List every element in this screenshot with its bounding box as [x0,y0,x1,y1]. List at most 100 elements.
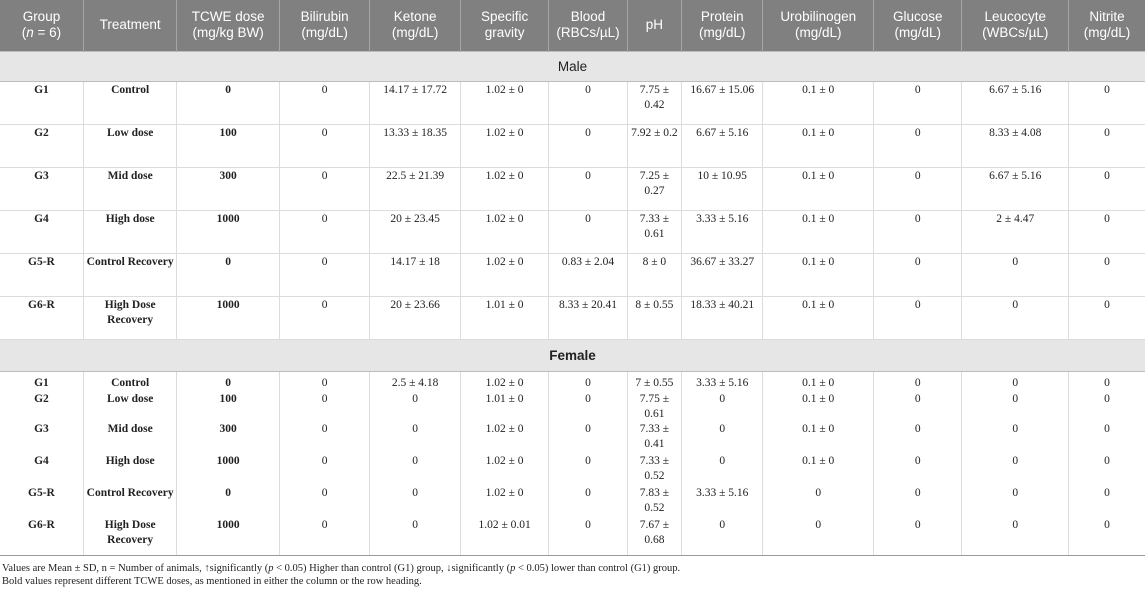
cell-treatment: Low dose [82,124,177,168]
cell-glucose: 0 [873,253,962,297]
cell-tcwe-dose: 1000 [176,296,280,340]
column-header-title: pH [645,17,663,33]
table-row: G2 Low dose 100 0 13.33 ± 18.35 1.02 ± 0 0 7.92… [0,124,1145,168]
cell-glucose: 0 [873,81,962,125]
cell-blood: 0 [548,518,628,556]
cell-ketone: 0 [369,422,461,454]
cell-leucocyte: 6.67 ± 5.16 [961,167,1069,211]
table-row: G5-R Control Recovery 0 0 0 1.02 ± 0 0 7.83 ± 0… [0,486,1145,518]
cell-group: G2 [34,393,49,405]
table-row: G4 High dose 1000 0 20 ± 23.45 1.02 ± 0 0 7.33 … [0,210,1145,254]
column-header-title: Group [22,9,61,25]
table-row: G4 High dose 1000 0 0 1.02 ± 0 0 7.33 ± 0.52 0 0.… [0,454,1145,486]
cell-group: G4 [0,210,84,254]
cell-protein: 36.67 ± 33.27 [681,253,763,297]
cell-ketone: 0 [369,518,461,556]
cell-blood: 0 [548,486,628,518]
cell-protein: 3.33 ± 5.16 [681,371,763,392]
column-header-ph: pH [626,0,682,51]
column-header-title: Ketone [393,9,437,25]
cell-glucose: 0 [873,454,962,486]
cell-tcwe-dose: 0 [176,81,280,125]
column-header-blood: Blood (RBCs/µL) [548,0,628,51]
cell-ketone: 22.5 ± 21.39 [369,167,461,211]
cell-nitrite: 0 [1068,167,1145,211]
column-header-unit: (RBCs/µL) [556,25,620,41]
cell-tcwe-dose: 0 [176,371,280,392]
cell-treatment: Control [82,371,177,392]
cell-specific-gravity: 1.02 ± 0 [459,422,549,454]
cell-treatment: Mid dose [82,167,177,211]
cell-treatment: High dose [82,454,177,486]
cell-ph: 8 ± 0.55 [626,296,682,340]
cell-specific-gravity: 1.02 ± 0 [459,371,549,392]
cell-protein: 0 [681,422,763,454]
section-label: Female [0,338,1145,372]
cell-blood: 0 [548,422,628,454]
cell-urobilinogen: 0.1 ± 0 [762,124,874,168]
column-header-ketone: Ketone (mg/dL) [369,0,461,51]
cell-nitrite: 0 [1068,518,1145,556]
cell-tcwe-dose: 300 [176,167,280,211]
cell-ph: 7.33 ± 0.41 [626,422,682,454]
cell-treatment: Low dose [82,392,177,422]
cell-ketone: 14.17 ± 17.72 [369,81,461,125]
footnote-line-1: Values are Mean ± SD, n = Number of anim… [2,563,681,574]
cell-leucocyte: 0 [961,253,1069,297]
cell-leucocyte: 8.33 ± 4.08 [961,124,1069,168]
cell-ketone: 2.5 ± 4.18 [369,371,461,392]
column-header-group: Group (n = 6) [0,0,84,51]
cell-group: G3 [34,423,49,435]
cell-tcwe-dose: 300 [176,422,280,454]
section-row-female: Female [0,338,1145,372]
cell-tcwe-dose: 100 [176,124,280,168]
cell-ph: 7.75 ± 0.42 [626,81,682,125]
cell-urobilinogen: 0.1 ± 0 [762,422,874,454]
cell-group: G6-R [0,296,84,340]
cell-specific-gravity: 1.02 ± 0 [459,81,549,125]
cell-protein: 18.33 ± 40.21 [681,296,763,340]
cell-treatment: High dose [82,210,177,254]
cell-nitrite: 0 [1068,392,1145,422]
cell-tcwe-dose: 0 [176,253,280,297]
cell-blood: 0 [548,454,628,486]
table-footnotes: Values are Mean ± SD, n = Number of anim… [2,562,680,588]
cell-bilirubin: 0 [278,81,370,125]
cell-nitrite: 0 [1068,371,1145,392]
cell-ketone: 0 [369,486,461,518]
cell-leucocyte: 0 [961,518,1069,556]
cell-urobilinogen: 0.1 ± 0 [762,296,874,340]
cell-glucose: 0 [873,296,962,340]
cell-glucose: 0 [873,124,962,168]
cell-ph: 7.75 ± 0.61 [626,392,682,422]
column-header-title: TCWE dose [191,9,265,25]
cell-specific-gravity: 1.01 ± 0 [459,392,549,422]
cell-urobilinogen: 0 [762,486,874,518]
cell-specific-gravity: 1.01 ± 0 [459,296,549,340]
cell-tcwe-dose: 1000 [176,518,280,556]
column-header-title: Specific [480,9,529,25]
cell-nitrite: 0 [1068,454,1145,486]
cell-bilirubin: 0 [278,486,370,518]
cell-group: G1 [34,376,49,389]
cell-protein: 0 [681,454,763,486]
column-header-unit: (mg/dL) [894,25,941,41]
column-header-title: Nitrite [1089,9,1125,25]
cell-specific-gravity: 1.02 ± 0 [459,253,549,297]
section-label: Male [0,50,1145,82]
column-header-title: Blood [570,9,606,25]
table-row: G3 Mid dose 300 0 0 1.02 ± 0 0 7.33 ± 0.41 0 0.1 … [0,422,1145,454]
cell-protein: 3.33 ± 5.16 [681,486,763,518]
cell-glucose: 0 [873,167,962,211]
cell-bilirubin: 0 [278,124,370,168]
cell-ketone: 20 ± 23.45 [369,210,461,254]
cell-tcwe-dose: 1000 [176,454,280,486]
cell-blood: 0 [548,210,628,254]
cell-nitrite: 0 [1068,210,1145,254]
column-header-treatment: Treatment [82,0,177,51]
cell-bilirubin: 0 [278,253,370,297]
table-row: G1 Control 0 0 14.17 ± 17.72 1.02 ± 0 0 7.75 ± … [0,81,1145,125]
cell-treatment: Control [82,81,177,125]
cell-leucocyte: 0 [961,296,1069,340]
